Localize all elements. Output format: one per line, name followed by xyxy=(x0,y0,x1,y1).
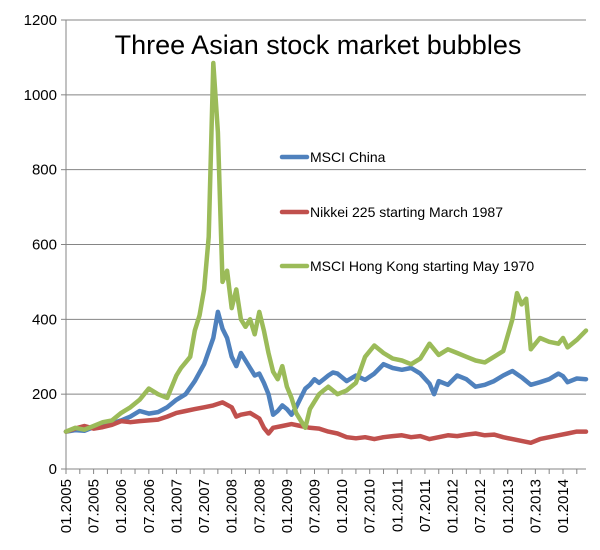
x-tick-label: 01.2010 xyxy=(334,479,351,533)
x-tick-label: 07.2011 xyxy=(417,479,434,532)
legend: MSCI China Nikkei 225 starting March 1987… xyxy=(279,149,534,274)
x-tick-label: 01.2014 xyxy=(555,479,572,533)
x-tick-label: 01.2005 xyxy=(58,479,75,533)
series-line-1 xyxy=(63,400,589,446)
x-tick-label: 07.2012 xyxy=(472,479,489,533)
y-tick-label: 0 xyxy=(49,461,57,478)
x-tick-label: 01.2008 xyxy=(224,479,241,533)
y-tick-label: 600 xyxy=(32,237,57,254)
grid xyxy=(66,19,586,395)
x-tick-label: 07.2008 xyxy=(251,479,268,533)
y-tick-label: 800 xyxy=(32,162,57,179)
legend-label: Nikkei 225 starting March 1987 xyxy=(310,204,503,220)
legend-label: MSCI China xyxy=(310,149,386,165)
x-tick-label: 07.2007 xyxy=(196,479,213,533)
x-tick-label: 01.2006 xyxy=(113,479,130,533)
y-tick-label: 200 xyxy=(32,386,57,403)
x-tick-label: 01.2009 xyxy=(279,479,296,533)
series-line-0 xyxy=(63,309,589,434)
y-tick-label: 400 xyxy=(32,311,57,328)
x-tick-label: 01.2013 xyxy=(500,479,517,533)
x-tick-label: 07.2009 xyxy=(306,479,323,533)
series-lines xyxy=(63,60,589,446)
x-tick-label: 01.2011 xyxy=(389,479,406,532)
series-line-2 xyxy=(63,60,589,434)
y-tick-label: 1200 xyxy=(24,12,57,29)
x-tick-label: 07.2013 xyxy=(527,479,544,533)
x-tick-label: 07.2006 xyxy=(141,479,158,533)
y-tick-label: 1000 xyxy=(24,87,57,104)
chart-title: Three Asian stock market bubbles xyxy=(115,30,522,60)
x-tick-label: 01.2007 xyxy=(168,479,185,533)
x-tick-label: 01.2012 xyxy=(445,479,462,533)
legend-label: MSCI Hong Kong starting May 1970 xyxy=(310,258,534,274)
x-tick-label: 07.2010 xyxy=(362,479,379,533)
x-tick-label: 07.2005 xyxy=(86,479,103,533)
axes: 0 200 400 600 800 1000 1200 01.2005 07.2005 01.20… xyxy=(24,12,586,533)
